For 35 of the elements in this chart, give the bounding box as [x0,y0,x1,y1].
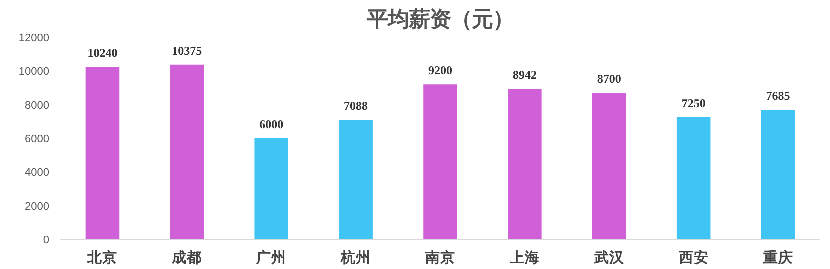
bar [339,120,373,240]
x-tick-label: 武汉 [593,250,626,266]
chart-title: 平均薪资（元） [366,8,514,32]
x-tick-label: 广州 [256,248,287,266]
data-label: 9200 [428,64,452,78]
y-tick-label: 2000 [25,200,50,213]
data-label: 7088 [344,99,368,114]
x-tick-label: 南京 [424,248,456,266]
data-label: 7250 [682,96,706,110]
x-tick-label: 杭州 [340,248,372,266]
x-tick-label: 成都 [171,250,202,266]
y-tick-label: 8000 [25,100,50,112]
data-label: 6000 [260,118,284,132]
x-tick-label: 上海 [508,250,540,266]
x-tick-label: 重庆 [762,248,794,266]
data-label: 7685 [766,89,790,104]
bar [170,64,204,240]
data-label: 8700 [597,72,622,86]
bar [508,88,542,240]
y-tick-label: 0 [43,234,50,246]
y-tick-label: 10000 [18,66,50,78]
bar [86,67,120,240]
bar [254,138,288,240]
bar [592,93,626,240]
y-tick-label: 4000 [25,167,50,180]
data-label: 8942 [512,68,537,82]
data-label: 10375 [172,44,202,58]
y-tick-label: 6000 [25,134,50,146]
x-tick-label: 北京 [86,248,118,266]
bar [676,117,711,240]
x-tick-label: 西安 [678,248,709,266]
data-label: 10240 [88,46,118,60]
bar [761,110,796,240]
y-tick-label: 12000 [18,32,50,44]
bar [424,84,458,240]
